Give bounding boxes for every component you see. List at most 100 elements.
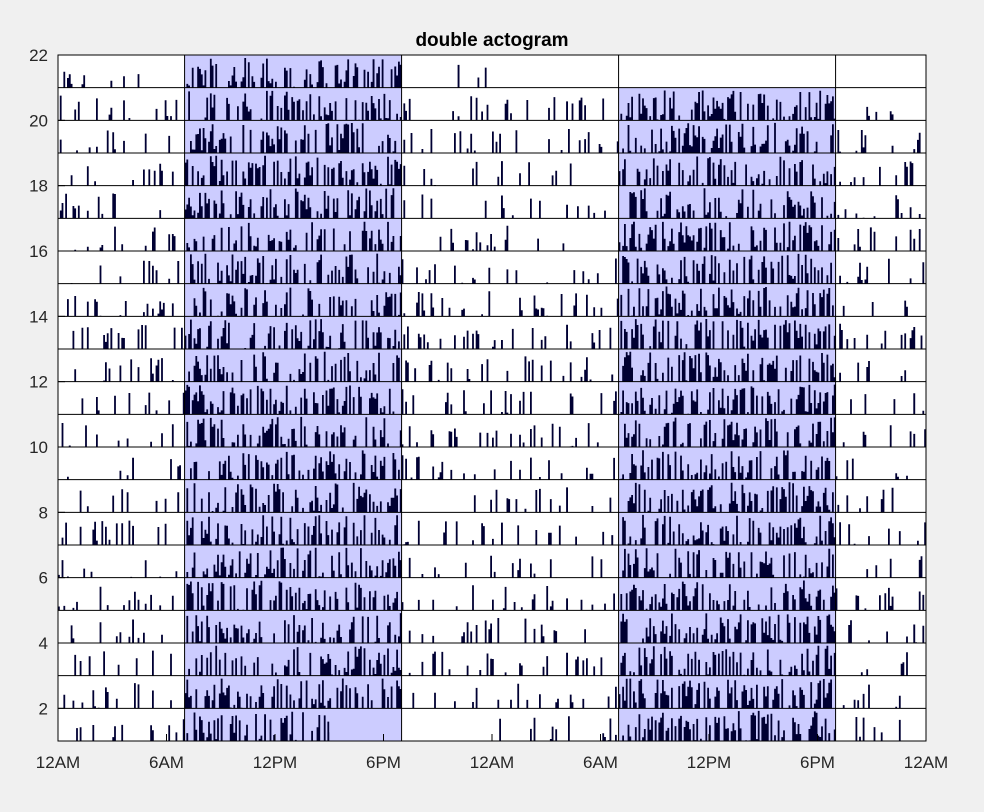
dark-period-shading (184, 55, 402, 88)
dark-period-shading (618, 479, 836, 513)
day-row-7 (58, 512, 926, 546)
activity-trace (492, 156, 926, 186)
dark-period-shading (184, 120, 402, 153)
dark-period-shading (184, 283, 402, 317)
day-row-2 (58, 675, 926, 709)
y-tick-label: 10 (29, 438, 48, 457)
activity-trace (58, 613, 492, 643)
day-row-9 (58, 447, 926, 481)
activity-trace (58, 90, 492, 121)
activity-trace (492, 351, 926, 382)
x-tick-label: 12PM (687, 753, 731, 772)
x-tick-label: 12AM (904, 753, 948, 772)
activity-trace (58, 58, 492, 88)
activity-trace (492, 580, 926, 611)
y-tick-label: 22 (29, 46, 48, 65)
day-row-3 (58, 643, 926, 677)
activity-trace (492, 384, 926, 415)
activity-trace (492, 514, 926, 545)
y-tick-label: 14 (29, 307, 48, 326)
activity-trace (492, 482, 926, 513)
dark-period-shading (184, 643, 402, 676)
x-tick-label: 6PM (366, 753, 401, 772)
dark-period-shading (184, 675, 402, 709)
dark-period-shading (184, 610, 402, 643)
y-tick-label: 12 (29, 373, 48, 392)
activity-trace (492, 613, 926, 643)
activity-trace (492, 90, 926, 121)
activity-trace (58, 319, 492, 349)
activity-trace (58, 123, 492, 153)
x-axis-ticks: 12AM 6AM 12PM 6PM 12AM 6AM 12PM 6PM 12AM (36, 734, 948, 772)
activity-trace (492, 286, 926, 317)
day-row-18 (58, 153, 926, 187)
day-row-10 (58, 414, 926, 448)
x-tick-label: 6AM (149, 753, 184, 772)
activity-trace (58, 547, 492, 578)
y-tick-label: 18 (29, 177, 48, 196)
dark-period-shading (618, 251, 836, 284)
activity-trace (58, 188, 492, 219)
dark-period-shading (618, 316, 836, 349)
y-tick-label: 8 (39, 503, 48, 522)
activity-trace (58, 384, 492, 415)
activity-trace (492, 548, 926, 578)
y-tick-label: 16 (29, 242, 48, 261)
day-row-15 (58, 251, 926, 285)
day-row-13 (58, 316, 926, 350)
y-tick-label: 4 (39, 634, 48, 653)
activity-trace (492, 678, 926, 709)
x-tick-label: 12AM (470, 753, 514, 772)
activity-trace (492, 221, 926, 251)
x-tick-label: 12PM (253, 753, 297, 772)
y-tick-label: 2 (39, 699, 48, 718)
activity-trace (58, 287, 492, 317)
dark-period-shading (618, 414, 836, 447)
dark-period-shading (618, 349, 836, 382)
x-tick-label: 12AM (36, 753, 80, 772)
day-row-16 (58, 218, 926, 252)
day-row-6 (58, 545, 926, 579)
activity-trace (492, 122, 926, 153)
activity-trace (492, 417, 926, 447)
activity-trace (492, 319, 926, 349)
activity-trace (58, 416, 492, 447)
day-row-4 (58, 610, 926, 644)
day-row-17 (58, 185, 926, 219)
activity-trace (58, 450, 492, 480)
activity-trace (492, 188, 926, 219)
activity-trace (58, 580, 492, 611)
activity-trace (58, 253, 492, 284)
y-axis-ticks: 2 4 6 8 10 12 14 16 18 20 22 (29, 46, 65, 718)
x-tick-label: 6AM (583, 753, 618, 772)
activity-trace (58, 482, 492, 513)
day-row-11 (58, 381, 926, 415)
activity-trace (58, 711, 330, 741)
activity-trace (58, 515, 492, 545)
dark-period-shading (184, 381, 402, 415)
activity-trace (58, 155, 492, 186)
activity-trace (492, 710, 926, 741)
day-row-21 (58, 55, 926, 89)
x-tick-label: 6PM (800, 753, 835, 772)
y-tick-label: 6 (39, 569, 48, 588)
activity-trace (58, 645, 492, 676)
plot-area (57, 54, 927, 742)
activity-trace (492, 450, 926, 480)
activity-trace (492, 253, 926, 284)
day-row-8 (58, 479, 926, 513)
activity-trace (58, 221, 492, 251)
activity-trace (58, 678, 492, 709)
dark-period-shading (618, 87, 836, 121)
day-row-20 (58, 87, 926, 121)
activity-trace (58, 351, 492, 382)
dark-period-shading (618, 153, 836, 186)
chart-title: double actogram (415, 30, 568, 51)
day-row-5 (58, 577, 926, 611)
day-row-12 (58, 349, 926, 383)
day-row-14 (58, 283, 926, 317)
activity-trace (492, 645, 926, 676)
day-row-19 (58, 120, 926, 154)
